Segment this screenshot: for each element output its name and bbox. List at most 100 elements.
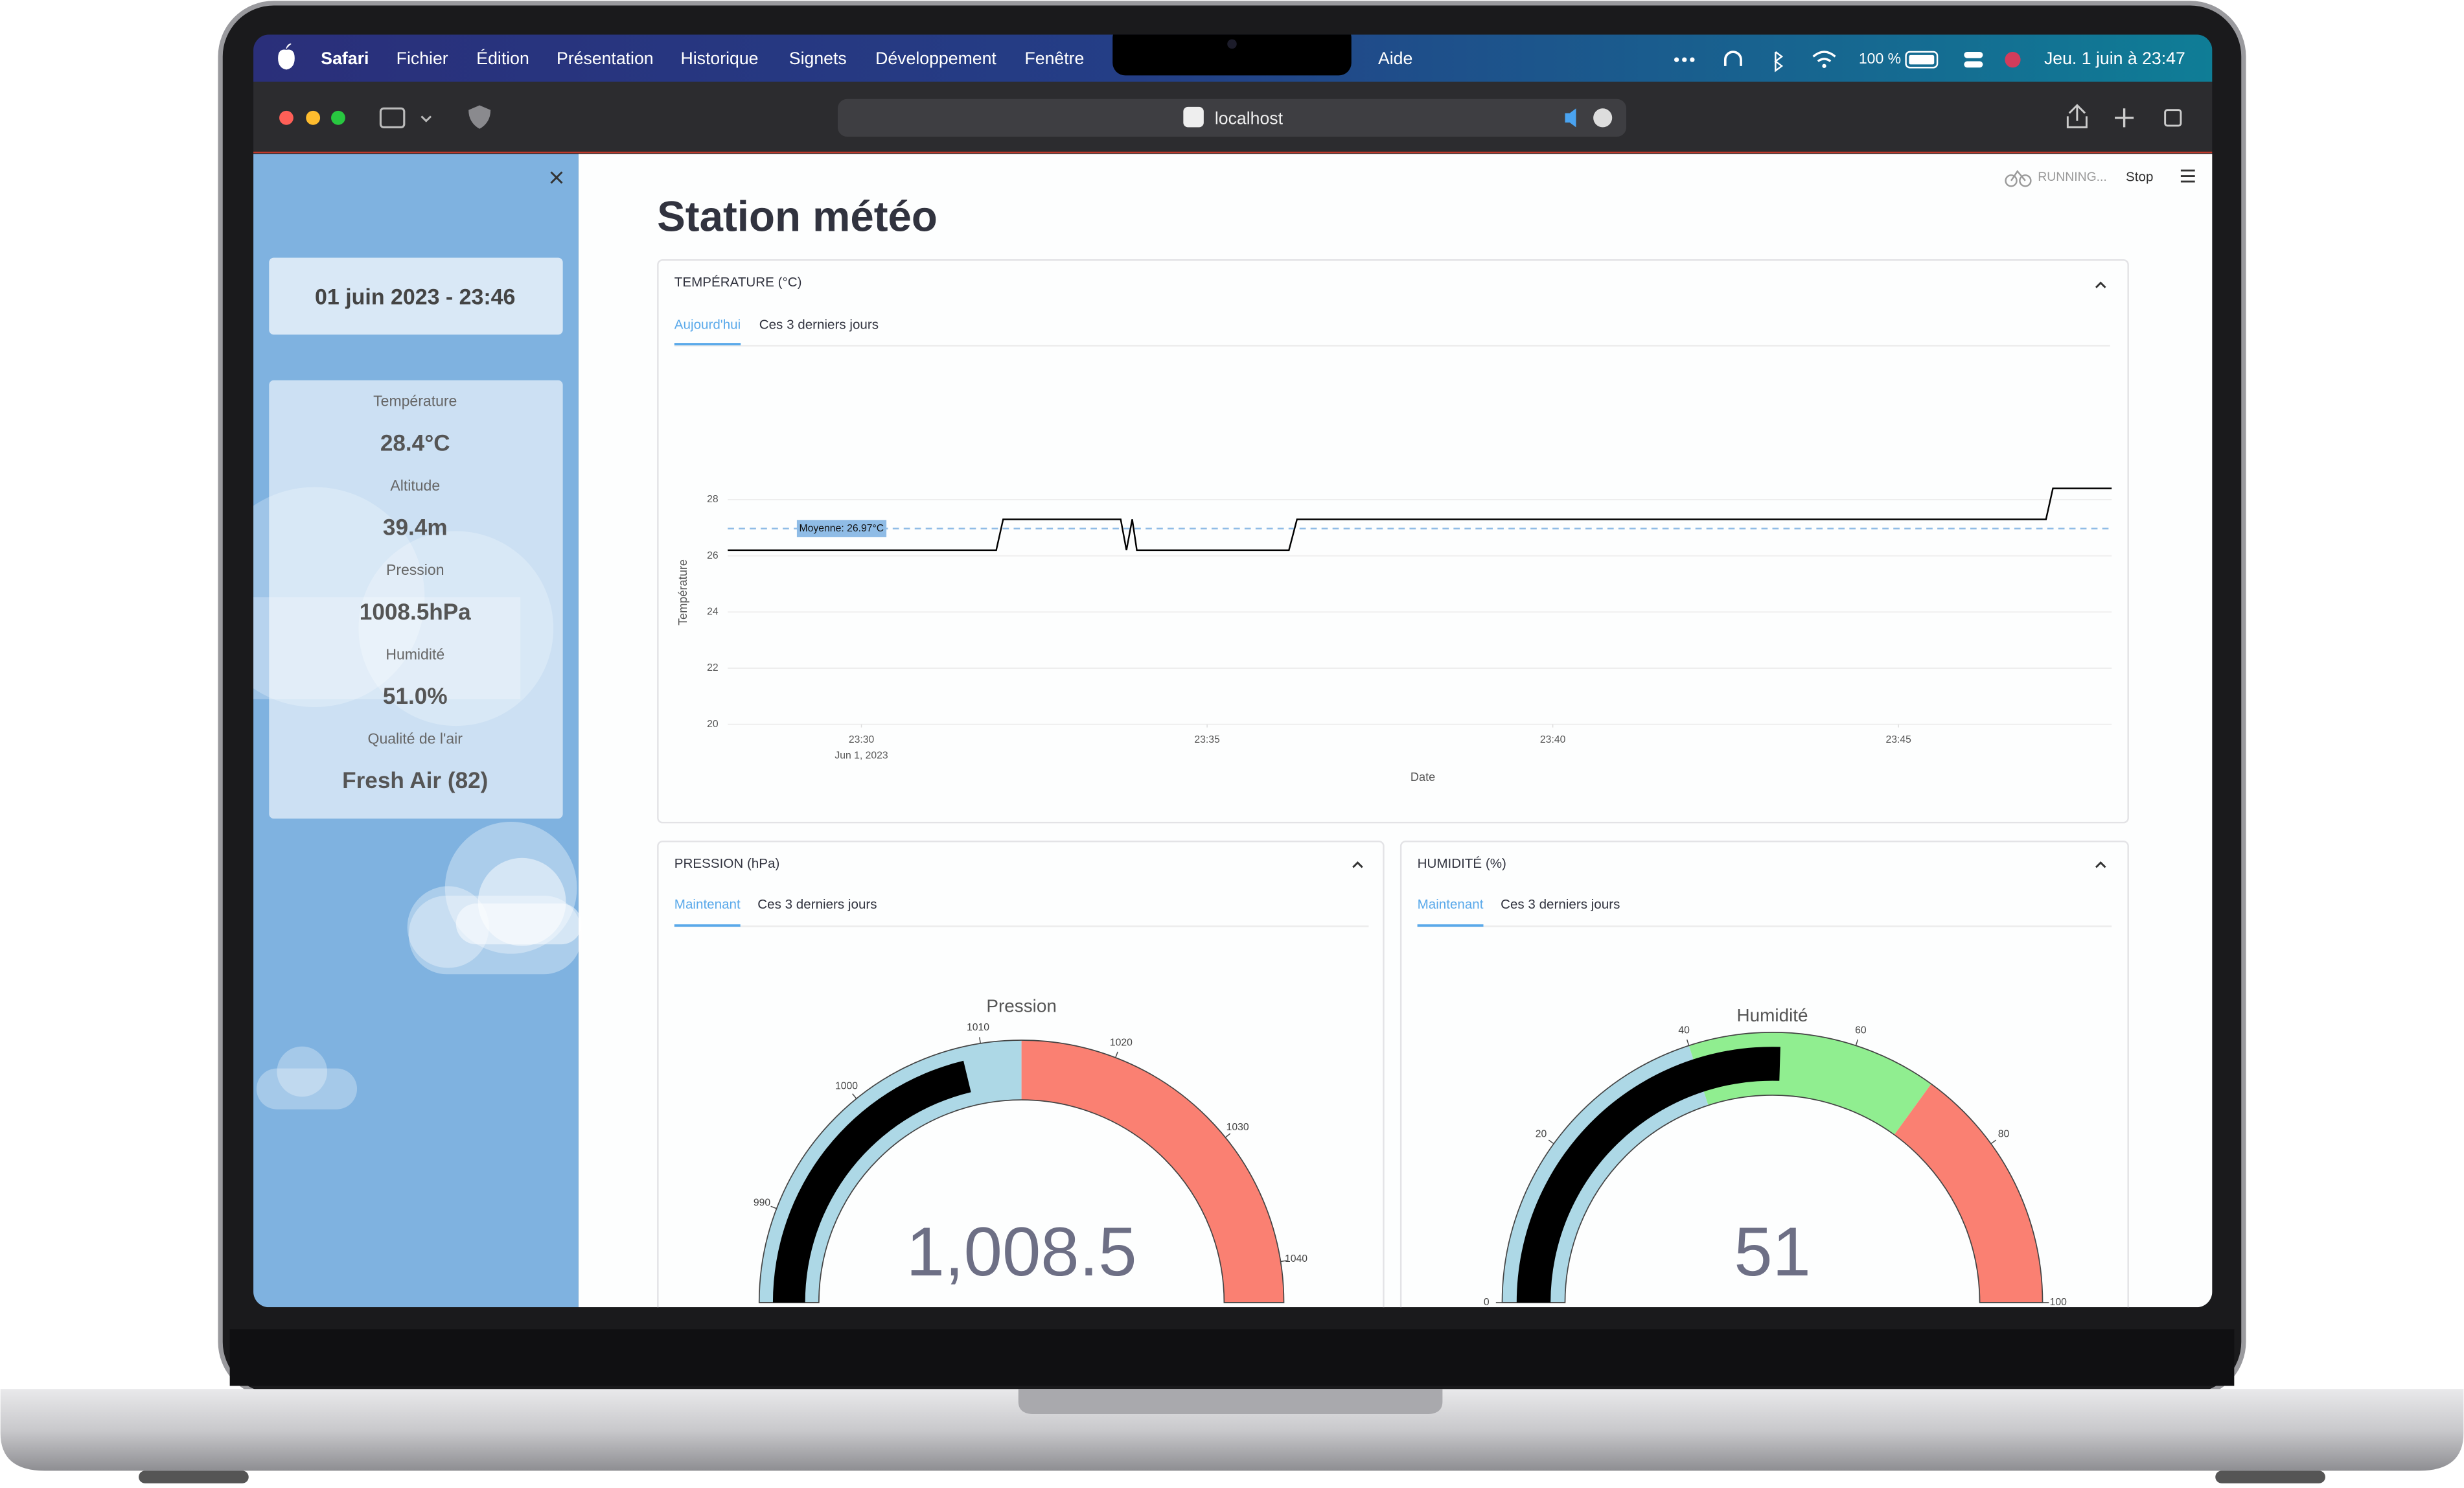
panel-title: HUMIDITÉ (%) — [1418, 856, 1506, 871]
metric-value: 39.4m — [383, 515, 448, 541]
laptop-base — [0, 1389, 2464, 1471]
gauge-border — [1501, 1032, 2044, 1303]
gauge-bar — [772, 1060, 971, 1303]
menu-item[interactable]: Fichier — [397, 49, 448, 68]
gauge-tick — [1115, 1051, 1118, 1058]
collapse-chevron[interactable] — [2095, 861, 2106, 868]
tabs-icon[interactable] — [2164, 109, 2182, 127]
menu-item[interactable]: Fenêtre — [1024, 49, 1084, 68]
gauge-tick — [1548, 1139, 1554, 1145]
metric-value: 51.0% — [383, 684, 448, 709]
url-text[interactable]: localhost — [1215, 108, 1284, 128]
gauge-tick-label: 1030 — [1226, 1122, 1249, 1133]
menu-item[interactable]: Aide — [1378, 49, 1412, 68]
gauge-title: Humidité — [1737, 1005, 1808, 1025]
x-tick-sublabel: Jun 1, 2023 — [835, 750, 888, 761]
metric-label: Qualité de l'air — [368, 730, 463, 747]
x-tick-label: 23:30 — [849, 734, 875, 745]
stop-button[interactable]: Stop — [2126, 169, 2153, 184]
mean-annotation-box — [796, 520, 887, 537]
tab[interactable]: Ces 3 derniers jours — [759, 317, 879, 332]
tab[interactable]: Ces 3 derniers jours — [1501, 897, 1620, 912]
x-tick-label: 23:45 — [1885, 734, 1911, 745]
gauge-tick-label: 1010 — [967, 1022, 989, 1033]
tab[interactable]: Ces 3 derniers jours — [757, 897, 877, 912]
zoom-window-button[interactable] — [331, 110, 345, 125]
panel-title: PRESSION (hPa) — [674, 856, 780, 871]
address-bar[interactable] — [837, 99, 1627, 137]
metric-label: Humidité — [386, 645, 444, 662]
menu-item[interactable]: Présentation — [557, 49, 654, 68]
mean-annotation: Moyenne: 26.97°C — [800, 523, 884, 534]
y-tick-label: 28 — [707, 494, 719, 505]
gauge-tick-label: 990 — [754, 1197, 771, 1208]
audio-icon[interactable] — [1565, 108, 1576, 128]
metric-label: Altitude — [390, 477, 440, 494]
sidebar-toggle-icon[interactable] — [379, 107, 406, 128]
tab[interactable]: Maintenant — [1418, 897, 1484, 912]
running-icon — [2005, 170, 2032, 187]
gauge-tick-label: 1020 — [1110, 1037, 1133, 1048]
gauge-tick-label: 100 — [2050, 1297, 2067, 1308]
x-tick-label: 23:40 — [1540, 734, 1566, 745]
gauge-tick — [1686, 1039, 1690, 1046]
shield-icon[interactable] — [468, 105, 491, 129]
metric-value: Fresh Air (82) — [342, 768, 488, 793]
collapse-chevron[interactable] — [1352, 861, 1363, 868]
main-menu-button[interactable] — [2180, 169, 2195, 183]
gauge-bar — [1516, 1047, 1780, 1303]
gauge-tick — [979, 1037, 982, 1044]
laptop-foot — [2215, 1471, 2325, 1483]
camera — [1227, 39, 1237, 49]
metric-value: 28.4°C — [380, 430, 450, 456]
chevron-icon[interactable] — [420, 115, 432, 122]
temperature-panel — [657, 259, 2129, 824]
y-axis-label: Température — [676, 559, 689, 625]
x-tick-label: 23:35 — [1194, 734, 1220, 745]
collapse-chevron[interactable] — [2095, 281, 2106, 288]
apple-menu[interactable] — [278, 43, 295, 70]
metric-label: Pression — [386, 561, 444, 578]
gauge-tick-label: 40 — [1678, 1025, 1690, 1036]
clock[interactable]: Jeu. 1 juin à 23:47 — [2044, 49, 2185, 68]
humidity-panel — [1399, 841, 2129, 1308]
gauge-tick — [1855, 1039, 1859, 1046]
share-icon[interactable] — [2066, 104, 2088, 128]
y-tick-label: 22 — [707, 662, 719, 673]
metric-label: Température — [373, 393, 457, 410]
tab[interactable]: Aujourd'hui — [674, 317, 741, 332]
menu-item[interactable]: Développement — [875, 49, 996, 68]
pressure-panel — [657, 841, 1385, 1308]
laptop-foot — [139, 1471, 249, 1483]
menu-item[interactable]: Édition — [476, 49, 529, 68]
site-icon — [1183, 106, 1204, 128]
more-icon[interactable] — [1593, 108, 1613, 128]
status-icons — [1674, 51, 2021, 73]
minimize-window-button[interactable] — [306, 110, 321, 125]
gauge-tick-label: 60 — [1855, 1025, 1867, 1036]
date-card — [269, 257, 563, 335]
close-window-button[interactable] — [279, 110, 294, 125]
y-tick-label: 20 — [707, 719, 719, 730]
menu-item[interactable]: Historique — [681, 49, 759, 68]
gauge-tick-label: 0 — [1484, 1297, 1490, 1308]
charts: 20 22 24 26 28 23:30 Jun 1, 2023 23:35 23:40 23:4… — [676, 487, 2112, 1308]
gauge-step — [1021, 1040, 1284, 1303]
new-tab-icon[interactable] — [2115, 108, 2134, 128]
gauge-step — [759, 1040, 1022, 1303]
gauge-tick — [1280, 1260, 1287, 1262]
gauge-step — [1894, 1084, 2043, 1303]
camera-notch — [1112, 34, 1352, 76]
y-tick-label: 26 — [707, 550, 719, 561]
gauge-title: Pression — [986, 995, 1056, 1016]
menu-item[interactable]: Signets — [789, 49, 847, 68]
tab[interactable]: Maintenant — [674, 897, 741, 912]
gauge-tick — [1225, 1133, 1231, 1138]
app-menu[interactable]: Safari — [321, 49, 369, 68]
close-sidebar-button[interactable] — [550, 171, 563, 184]
laptop-chin — [229, 1329, 2235, 1386]
metric-value: 1008.5hPa — [360, 599, 471, 625]
gauge-tick — [770, 1205, 777, 1209]
gauge-tick-label: 1000 — [835, 1081, 858, 1092]
